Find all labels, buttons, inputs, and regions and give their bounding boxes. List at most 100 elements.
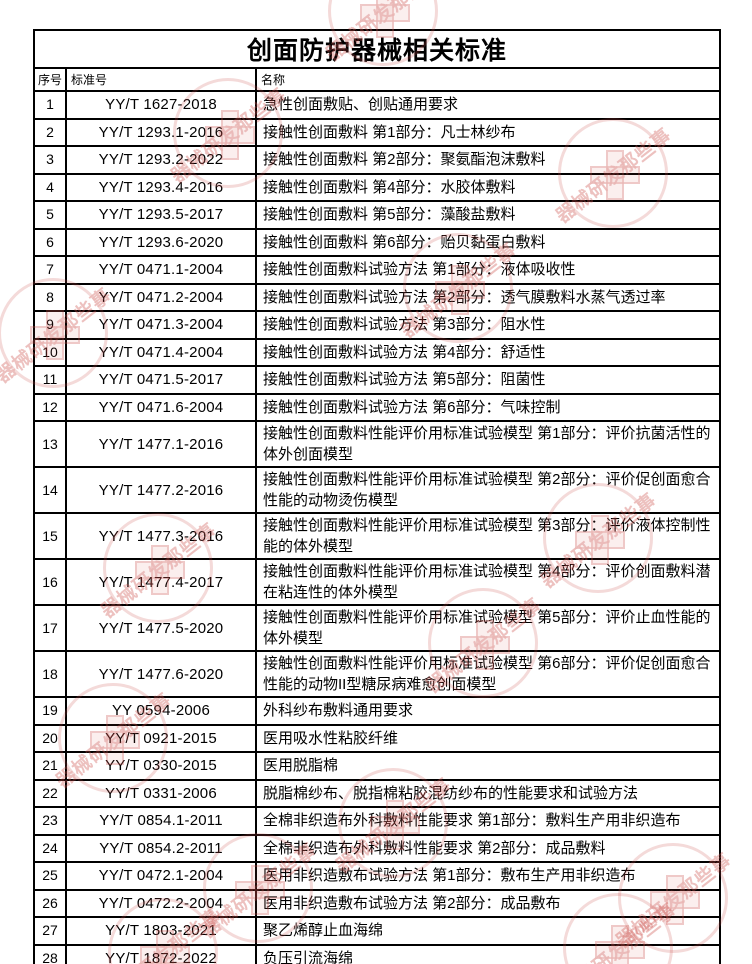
index-cell: 15 — [33, 512, 67, 560]
index-cell: 12 — [33, 392, 67, 422]
table-row: 3 YY/T 1293.2-2022 接触性创面敷料 第2部分：聚氨酯泡沫敷料 — [33, 145, 722, 175]
code-cell: YY/T 1477.4-2017 — [65, 558, 257, 606]
name-cell: 接触性创面敷料试验方法 第5部分：阻菌性 — [254, 365, 722, 395]
index-cell: 1 — [33, 90, 67, 120]
table-row: 25 YY/T 0472.1-2004 医用非织造敷布试验方法 第1部分：敷布生产用… — [33, 861, 722, 891]
name-cell: 医用脱脂棉 — [254, 751, 722, 781]
table-row: 6 YY/T 1293.6-2020 接触性创面敷料 第6部分：贻贝黏蛋白敷料 — [33, 227, 722, 257]
index-cell: 16 — [33, 558, 67, 606]
code-cell: YY/T 0921-2015 — [65, 723, 257, 753]
code-cell: YY/T 0471.1-2004 — [65, 255, 257, 285]
table-row: 19 YY 0594-2006 外科纱布敷料通用要求 — [33, 696, 722, 726]
name-cell: 医用吸水性粘胶纤维 — [254, 723, 722, 753]
index-cell: 20 — [33, 723, 67, 753]
name-cell: 医用非织造敷布试验方法 第1部分：敷布生产用非织造布 — [254, 861, 722, 891]
name-cell: 接触性创面敷料性能评价用标准试验模型 第2部分：评价促创面愈合性能的动物烫伤模型 — [254, 466, 722, 514]
code-cell: YY/T 1627-2018 — [65, 90, 257, 120]
name-cell: 负压引流海绵 — [254, 943, 722, 964]
table-row: 5 YY/T 1293.5-2017 接触性创面敷料 第5部分：藻酸盐敷料 — [33, 200, 722, 230]
code-cell: YY/T 0330-2015 — [65, 751, 257, 781]
name-cell: 接触性创面敷料试验方法 第4部分：舒适性 — [254, 337, 722, 367]
index-cell: 7 — [33, 255, 67, 285]
code-cell: YY/T 1477.6-2020 — [65, 650, 257, 698]
name-cell: 接触性创面敷料试验方法 第2部分：透气膜敷料水蒸气透过率 — [254, 282, 722, 312]
name-cell: 接触性创面敷料试验方法 第3部分：阻水性 — [254, 310, 722, 340]
code-cell: YY/T 1477.3-2016 — [65, 512, 257, 560]
table-row: 9 YY/T 0471.3-2004 接触性创面敷料试验方法 第3部分：阻水性 — [33, 310, 722, 340]
code-cell: YY/T 1477.5-2020 — [65, 604, 257, 652]
index-cell: 26 — [33, 888, 67, 918]
code-cell: YY/T 1293.4-2016 — [65, 172, 257, 202]
index-cell: 17 — [33, 604, 67, 652]
code-cell: YY/T 1293.2-2022 — [65, 145, 257, 175]
name-cell: 接触性创面敷料性能评价用标准试验模型 第5部分：评价止血性能的体外模型 — [254, 604, 722, 652]
index-cell: 4 — [33, 172, 67, 202]
index-cell: 8 — [33, 282, 67, 312]
table-row: 14 YY/T 1477.2-2016 接触性创面敷料性能评价用标准试验模型 第2部… — [33, 466, 722, 514]
code-cell: YY/T 0854.2-2011 — [65, 833, 257, 863]
name-cell: 接触性创面敷料性能评价用标准试验模型 第4部分：评价创面敷料潜在粘连性的体外模型 — [254, 558, 722, 606]
code-cell: YY/T 0472.1-2004 — [65, 861, 257, 891]
table-row: 13 YY/T 1477.1-2016 接触性创面敷料性能评价用标准试验模型 第1部… — [33, 420, 722, 468]
table-row: 15 YY/T 1477.3-2016 接触性创面敷料性能评价用标准试验模型 第3部… — [33, 512, 722, 560]
index-cell: 10 — [33, 337, 67, 367]
code-cell: YY/T 0854.1-2011 — [65, 806, 257, 836]
table-row: 20 YY/T 0921-2015 医用吸水性粘胶纤维 — [33, 723, 722, 753]
index-cell: 23 — [33, 806, 67, 836]
index-cell: 9 — [33, 310, 67, 340]
name-cell: 急性创面敷贴、创贴通用要求 — [254, 90, 722, 120]
code-cell: YY/T 1477.2-2016 — [65, 466, 257, 514]
code-cell: YY 0594-2006 — [65, 696, 257, 726]
index-cell: 19 — [33, 696, 67, 726]
table-row: 11 YY/T 0471.5-2017 接触性创面敷料试验方法 第5部分：阻菌性 — [33, 365, 722, 395]
code-cell: YY/T 1293.6-2020 — [65, 227, 257, 257]
index-cell: 24 — [33, 833, 67, 863]
name-cell: 医用非织造敷布试验方法 第2部分：成品敷布 — [254, 888, 722, 918]
name-cell: 接触性创面敷料性能评价用标准试验模型 第3部分：评价液体控制性能的体外模型 — [254, 512, 722, 560]
table-row: 16 YY/T 1477.4-2017 接触性创面敷料性能评价用标准试验模型 第4部… — [33, 558, 722, 606]
name-cell: 接触性创面敷料 第6部分：贻贝黏蛋白敷料 — [254, 227, 722, 257]
page-title: 创面防护器械相关标准 — [32, 29, 722, 69]
column-header-code: 标准号 — [65, 67, 257, 92]
name-cell: 全棉非织造布外科敷料性能要求 第2部分：成品敷料 — [254, 833, 722, 863]
name-cell: 接触性创面敷料试验方法 第6部分：气味控制 — [254, 392, 722, 422]
table-row: 24 YY/T 0854.2-2011 全棉非织造布外科敷料性能要求 第2部分：成品… — [33, 833, 722, 863]
index-cell: 5 — [33, 200, 67, 230]
table-row: 4 YY/T 1293.4-2016 接触性创面敷料 第4部分：水胶体敷料 — [33, 172, 722, 202]
name-cell: 接触性创面敷料性能评价用标准试验模型 第1部分：评价抗菌活性的体外创面模型 — [254, 420, 722, 468]
index-cell: 28 — [33, 943, 67, 964]
code-cell: YY/T 0472.2-2004 — [65, 888, 257, 918]
index-cell: 14 — [33, 466, 67, 514]
code-cell: YY/T 0471.2-2004 — [65, 282, 257, 312]
code-cell: YY/T 0471.5-2017 — [65, 365, 257, 395]
code-cell: YY/T 1293.1-2016 — [65, 117, 257, 147]
table-row: 12 YY/T 0471.6-2004 接触性创面敷料试验方法 第6部分：气味控制 — [33, 392, 722, 422]
table-row: 8 YY/T 0471.2-2004 接触性创面敷料试验方法 第2部分：透气膜敷料水… — [33, 282, 722, 312]
header-row: 序号 标准号 名称 — [33, 67, 722, 92]
index-cell: 13 — [33, 420, 67, 468]
table-row: 10 YY/T 0471.4-2004 接触性创面敷料试验方法 第4部分：舒适性 — [33, 337, 722, 367]
code-cell: YY/T 1872-2022 — [65, 943, 257, 964]
standards-table-body: 1 YY/T 1627-2018 急性创面敷贴、创贴通用要求 2 YY/T 1293.1… — [33, 90, 722, 964]
table-row: 17 YY/T 1477.5-2020 接触性创面敷料性能评价用标准试验模型 第5部… — [33, 604, 722, 652]
standards-table: 创面防护器械相关标准 序号 标准号 名称 1 YY/T 1627-2018 急性创面… — [32, 29, 722, 964]
table-row: 26 YY/T 0472.2-2004 医用非织造敷布试验方法 第2部分：成品敷布 — [33, 888, 722, 918]
code-cell: YY/T 0471.4-2004 — [65, 337, 257, 367]
table-row: 7 YY/T 0471.1-2004 接触性创面敷料试验方法 第1部分：液体吸收性 — [33, 255, 722, 285]
name-cell: 接触性创面敷料性能评价用标准试验模型 第6部分：评价促创面愈合性能的动物II型糖… — [254, 650, 722, 698]
name-cell: 脱脂棉纱布、脱指棉粘胶混纺纱布的性能要求和试验方法 — [254, 778, 722, 808]
name-cell: 全棉非织造布外科敷料性能要求 第1部分：敷料生产用非织造布 — [254, 806, 722, 836]
table-row: 2 YY/T 1293.1-2016 接触性创面敷料 第1部分：凡士林纱布 — [33, 117, 722, 147]
index-cell: 18 — [33, 650, 67, 698]
name-cell: 接触性创面敷料 第2部分：聚氨酯泡沫敷料 — [254, 145, 722, 175]
table-row: 18 YY/T 1477.6-2020 接触性创面敷料性能评价用标准试验模型 第6部… — [33, 650, 722, 698]
name-cell: 接触性创面敷料 第4部分：水胶体敷料 — [254, 172, 722, 202]
code-cell: YY/T 1477.1-2016 — [65, 420, 257, 468]
index-cell: 3 — [33, 145, 67, 175]
index-cell: 22 — [33, 778, 67, 808]
title-row: 创面防护器械相关标准 — [32, 29, 722, 69]
index-cell: 25 — [33, 861, 67, 891]
index-cell: 27 — [33, 916, 67, 946]
column-header-name: 名称 — [254, 67, 722, 92]
